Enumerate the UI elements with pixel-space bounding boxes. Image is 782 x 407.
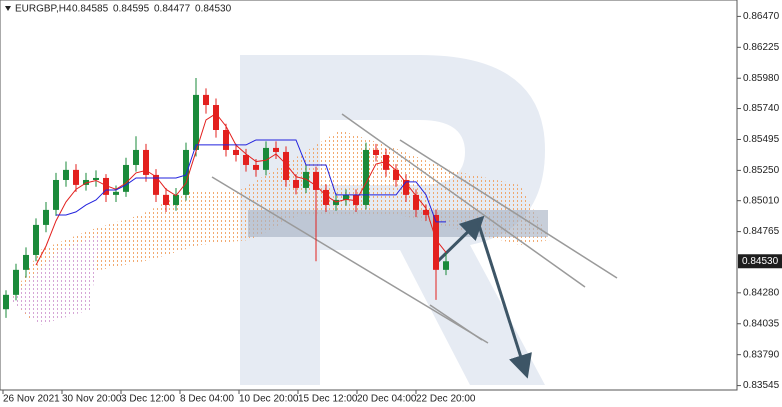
candle-body xyxy=(133,149,139,165)
candle-body xyxy=(273,147,279,152)
y-tick-label: 0.85980 xyxy=(743,73,780,84)
support-zone xyxy=(248,210,548,237)
x-tick-label: 15 Dec 12:00 xyxy=(298,394,358,405)
candle-body xyxy=(113,191,119,195)
candle-body xyxy=(53,179,59,210)
menu-icon xyxy=(5,6,11,11)
candle-body xyxy=(433,214,439,270)
y-tick-label: 0.86225 xyxy=(743,42,780,53)
symbol: EURGBP,H4 xyxy=(15,4,72,15)
x-tick-label: 22 Dec 20:00 xyxy=(416,394,476,405)
candle-body xyxy=(3,294,9,310)
candle-body xyxy=(43,209,49,225)
candle-body xyxy=(63,169,69,180)
candle-body xyxy=(23,254,29,270)
candle-body xyxy=(363,149,369,205)
price-tag-label: 0.84530 xyxy=(742,256,779,267)
candle-body xyxy=(293,179,299,188)
candle-body xyxy=(323,189,329,205)
candle-body xyxy=(13,269,19,295)
candle-body xyxy=(33,224,39,255)
candle-body xyxy=(303,171,309,188)
y-tick-label: 0.85250 xyxy=(743,165,780,176)
candle-body xyxy=(343,194,349,200)
x-tick-label: 26 Nov 2021 xyxy=(3,394,60,405)
x-tick-label: 10 Dec 20:00 xyxy=(239,394,299,405)
forecast-arrow xyxy=(476,221,532,379)
candle-body xyxy=(143,149,149,175)
candle-body xyxy=(413,194,419,210)
candle-body xyxy=(283,151,289,180)
y-tick-label: 0.84280 xyxy=(743,287,780,298)
header-price: 0.84477 xyxy=(154,4,191,15)
candle-body xyxy=(403,179,409,195)
header-price: 0.84585 xyxy=(72,4,109,15)
y-tick-label: 0.86470 xyxy=(743,11,780,22)
marks xyxy=(3,78,449,318)
x-tick-label: 20 Dec 04:00 xyxy=(357,394,417,405)
candle-body xyxy=(223,130,229,150)
candle-body xyxy=(173,194,179,205)
trend-lines xyxy=(211,113,618,344)
candle-body xyxy=(243,154,249,165)
price-tag xyxy=(738,254,782,269)
header-price: 0.84595 xyxy=(113,4,150,15)
candle-body xyxy=(163,194,169,205)
candle-body xyxy=(233,149,239,155)
candle-body xyxy=(123,164,129,192)
candle-body xyxy=(383,154,389,170)
y-tick-label: 0.83790 xyxy=(743,349,780,360)
candle-body xyxy=(103,177,109,195)
candle-body xyxy=(73,169,79,185)
candle-body xyxy=(203,94,209,106)
candle-body xyxy=(373,149,379,155)
y-tick-label: 0.85010 xyxy=(743,195,780,206)
indicator-line xyxy=(56,139,446,223)
forecast-arrow xyxy=(435,215,485,264)
x-tick-label: 8 Dec 04:00 xyxy=(180,394,234,405)
x-tick-label: 30 Nov 20:00 xyxy=(62,394,122,405)
y-tick-label: 0.84765 xyxy=(743,226,780,237)
candle-body xyxy=(263,147,269,170)
candle-body xyxy=(443,261,449,270)
candle-body xyxy=(213,105,219,130)
y-tick-label: 0.83545 xyxy=(743,380,780,391)
indicator-line xyxy=(35,112,447,266)
candle-body xyxy=(83,179,89,185)
candle-body xyxy=(393,169,399,180)
header-price: 0.84530 xyxy=(195,4,232,15)
y-tick-label: 0.85740 xyxy=(743,103,780,114)
candle-body xyxy=(313,171,319,190)
y-tick-label: 0.84035 xyxy=(743,318,780,329)
candle-body xyxy=(423,209,429,215)
candle-body xyxy=(153,174,159,195)
ichimoku-cloud xyxy=(10,235,100,325)
y-tick-label: 0.85495 xyxy=(743,134,780,145)
candle-body xyxy=(183,149,189,195)
candle-body xyxy=(253,164,259,170)
x-tick-label: 3 Dec 12:00 xyxy=(121,394,175,405)
candle-body xyxy=(93,177,99,180)
candle-body xyxy=(193,94,199,150)
